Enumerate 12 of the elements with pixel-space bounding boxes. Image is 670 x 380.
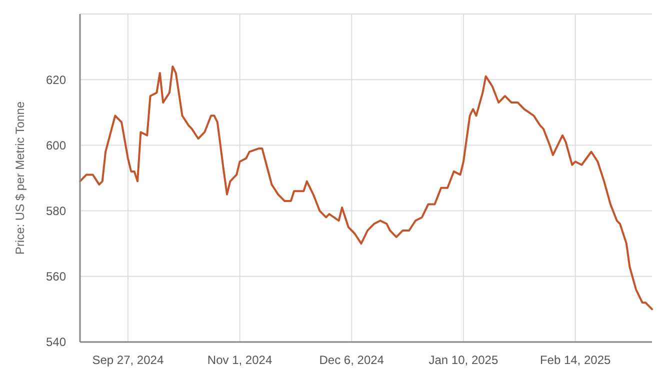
y-tick-label: 600	[46, 138, 66, 152]
y-tick-label: 560	[46, 270, 66, 284]
y-axis-title: Price: US $ per Metric Tonne	[13, 101, 27, 255]
y-tick-label: 620	[46, 72, 66, 87]
y-tick-label: 580	[46, 204, 66, 218]
line-series	[79, 65, 653, 310]
x-tick-label: Dec 6, 2024	[319, 353, 384, 367]
y-tick-label: 540	[46, 335, 66, 350]
x-tick-label: Jan 10, 2025	[428, 353, 498, 367]
x-tick-label: Nov 1, 2024	[207, 353, 272, 367]
x-tick-label: Feb 14, 2025	[540, 353, 611, 367]
x-tick-label: Sep 27, 2024	[92, 353, 164, 367]
